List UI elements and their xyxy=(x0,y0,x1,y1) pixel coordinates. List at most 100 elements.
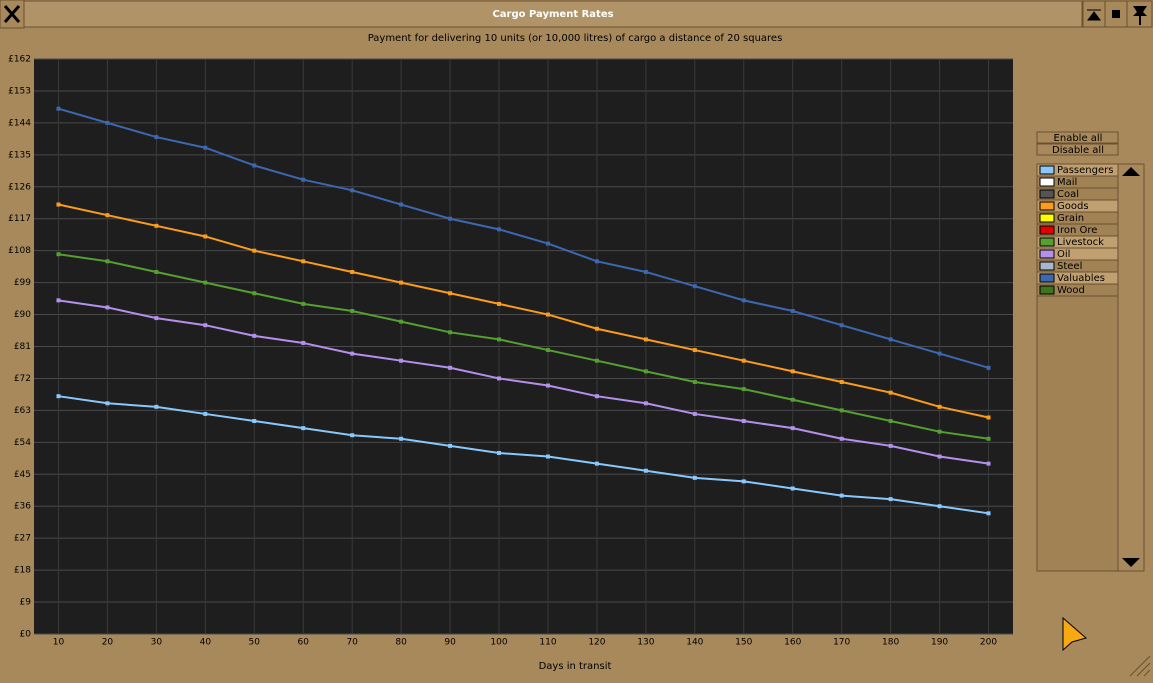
data-point xyxy=(545,312,550,317)
data-point xyxy=(692,284,697,289)
data-point xyxy=(154,269,159,274)
legend-label: Wood xyxy=(1057,285,1085,296)
legend-swatch xyxy=(1039,165,1055,175)
y-tick-label: £45 xyxy=(14,470,31,480)
data-point xyxy=(301,340,306,345)
data-point xyxy=(350,269,355,274)
legend-label: Steel xyxy=(1057,261,1082,272)
data-point xyxy=(594,461,599,466)
data-point xyxy=(937,454,942,459)
data-point xyxy=(448,216,453,221)
x-tick-label: 10 xyxy=(53,638,65,648)
data-point xyxy=(105,120,110,125)
y-tick-label: £36 xyxy=(14,502,31,512)
y-tick-label: £162 xyxy=(8,55,31,65)
data-point xyxy=(643,369,648,374)
x-axis-label: Days in transit xyxy=(539,661,612,672)
x-tick-label: 130 xyxy=(637,638,654,648)
data-point xyxy=(56,202,61,207)
x-tick-label: 150 xyxy=(735,638,752,648)
data-point xyxy=(790,369,795,374)
x-tick-label: 60 xyxy=(297,638,309,648)
collapse-icon xyxy=(1087,9,1101,21)
data-point xyxy=(839,408,844,413)
data-point xyxy=(888,497,893,502)
data-point xyxy=(692,348,697,353)
enable-all-button[interactable] xyxy=(1036,131,1119,144)
data-point xyxy=(986,365,991,370)
data-point xyxy=(692,379,697,384)
data-point xyxy=(594,326,599,331)
y-tick-label: £153 xyxy=(8,86,31,96)
data-point xyxy=(643,269,648,274)
scrollbar[interactable] xyxy=(1117,163,1145,572)
x-tick-label: 170 xyxy=(833,638,850,648)
legend-label: Coal xyxy=(1057,189,1079,200)
data-point xyxy=(839,493,844,498)
scroll-down[interactable] xyxy=(1122,558,1140,567)
data-point xyxy=(594,358,599,363)
data-point xyxy=(497,301,502,306)
x-tick-label: 50 xyxy=(249,638,261,648)
legend-swatch xyxy=(1039,285,1055,295)
y-tick-label: £9 xyxy=(20,598,32,608)
data-point xyxy=(448,365,453,370)
button-label: Disable all xyxy=(1052,145,1104,156)
data-point xyxy=(252,333,257,338)
series-line xyxy=(58,253,989,440)
data-point xyxy=(203,145,208,150)
resize-grip[interactable] xyxy=(1129,655,1151,677)
legend-label: Passengers xyxy=(1057,165,1113,176)
x-tick-label: 20 xyxy=(102,638,114,648)
legend-swatch xyxy=(1039,177,1055,187)
y-tick-label: £126 xyxy=(8,182,31,192)
y-tick-label: £108 xyxy=(8,246,31,256)
legend-label: Valuables xyxy=(1057,273,1105,284)
x-tick-label: 40 xyxy=(200,638,212,648)
data-point xyxy=(105,259,110,264)
scroll-up[interactable] xyxy=(1122,167,1140,176)
data-point xyxy=(497,337,502,342)
data-point xyxy=(399,280,404,285)
data-point xyxy=(105,213,110,218)
button-label: Enable all xyxy=(1054,133,1103,144)
data-point xyxy=(741,358,746,363)
data-point xyxy=(56,394,61,399)
disable-all-button[interactable] xyxy=(1036,143,1119,156)
data-point xyxy=(448,443,453,448)
series-line xyxy=(58,203,989,419)
x-tick-label: 200 xyxy=(980,638,997,648)
y-tick-label: £18 xyxy=(14,566,31,576)
data-point xyxy=(937,404,942,409)
x-tick-label: 180 xyxy=(882,638,899,648)
data-point xyxy=(301,426,306,431)
data-point xyxy=(154,316,159,321)
data-point xyxy=(790,309,795,314)
data-point xyxy=(252,419,257,424)
legend-label: Goods xyxy=(1057,201,1089,212)
legend-swatch xyxy=(1039,237,1055,247)
y-tick-label: £117 xyxy=(8,214,31,224)
data-point xyxy=(741,387,746,392)
y-tick-label: £0 xyxy=(20,630,32,640)
data-point xyxy=(643,468,648,473)
data-point xyxy=(399,436,404,441)
chart-subtitle: Payment for delivering 10 units (or 10,0… xyxy=(368,33,783,44)
sticky-icon xyxy=(1133,6,1147,25)
x-tick-label: 100 xyxy=(490,638,507,648)
x-tick-label: 70 xyxy=(346,638,358,648)
x-tick-label: 90 xyxy=(444,638,456,648)
data-point xyxy=(986,461,991,466)
x-tick-label: 190 xyxy=(931,638,948,648)
y-tick-label: £72 xyxy=(14,374,31,384)
x-tick-label: 30 xyxy=(151,638,163,648)
data-point xyxy=(350,309,355,314)
data-point xyxy=(350,188,355,193)
data-point xyxy=(497,450,502,455)
data-point xyxy=(937,429,942,434)
data-point xyxy=(301,301,306,306)
data-point xyxy=(937,351,942,356)
data-point xyxy=(56,298,61,303)
y-tick-label: £27 xyxy=(14,534,31,544)
